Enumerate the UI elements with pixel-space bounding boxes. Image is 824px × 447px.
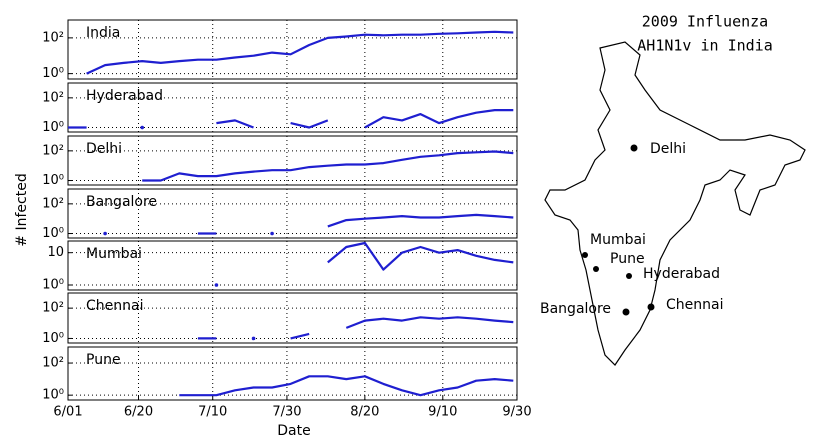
- y-axis-label: # Infected: [14, 173, 30, 246]
- series-line: [327, 241, 514, 271]
- series-line: [197, 213, 514, 235]
- series-line: [68, 109, 514, 129]
- y-tick-label: 10⁰: [42, 388, 64, 403]
- x-tick-label: 7/30: [272, 405, 301, 420]
- panel-title: India: [86, 25, 120, 41]
- panel-frame: [67, 19, 518, 80]
- x-tick-label: 7/10: [198, 405, 227, 420]
- y-tick-label: 10²: [42, 143, 64, 158]
- india-outline: [544, 41, 806, 366]
- city-dot: [582, 252, 588, 258]
- city-label: Hyderabad: [643, 266, 720, 282]
- series-line: [197, 316, 514, 340]
- y-tick-label: 10²: [42, 30, 64, 45]
- city-dot: [630, 144, 638, 152]
- y-tick-label: 10⁰: [42, 120, 64, 135]
- city-dot: [647, 303, 655, 311]
- map-title: AH1N1v in India: [637, 37, 772, 55]
- x-tick-label: 9/10: [428, 405, 457, 420]
- panel-title: Mumbai: [86, 246, 142, 262]
- y-tick-label: 10: [47, 245, 64, 260]
- city-label: Chennai: [666, 297, 723, 313]
- series-point: [140, 125, 145, 130]
- series-point: [214, 283, 219, 287]
- y-tick-label: 10²: [42, 301, 64, 316]
- series-point: [251, 336, 256, 341]
- y-tick-label: 10⁰: [42, 226, 64, 241]
- y-tick-label: 10²: [42, 196, 64, 211]
- city-label: Bangalore: [540, 301, 611, 317]
- panel-title: Pune: [86, 352, 121, 368]
- panel-title: Delhi: [86, 141, 122, 157]
- panel-title: Hyderabad: [86, 88, 163, 104]
- y-tick-label: 10⁰: [42, 277, 64, 292]
- series-point: [103, 231, 107, 236]
- series-line: [179, 375, 514, 397]
- series-line: [142, 150, 514, 182]
- city-dot: [593, 266, 599, 272]
- x-tick-label: 6/20: [124, 405, 153, 420]
- x-axis-label: Date: [277, 423, 310, 439]
- city-label: Pune: [610, 251, 645, 267]
- series-line: [86, 30, 514, 75]
- x-tick-label: 6/01: [53, 405, 82, 420]
- y-tick-label: 10⁰: [42, 173, 64, 188]
- city-dot: [626, 273, 632, 279]
- panel-title: Bangalore: [86, 194, 157, 210]
- x-tick-label: 9/30: [502, 405, 531, 420]
- panel-title: Chennai: [86, 298, 143, 314]
- x-tick-label: 8/20: [350, 405, 379, 420]
- city-label: Delhi: [650, 141, 686, 157]
- panel-frame: [67, 346, 518, 401]
- map-title: 2009 Influenza: [642, 13, 768, 31]
- y-tick-label: 10²: [42, 356, 64, 371]
- y-tick-label: 10⁰: [42, 66, 64, 81]
- city-dot: [622, 308, 630, 316]
- city-label: Mumbai: [590, 232, 646, 248]
- y-tick-label: 10⁰: [42, 331, 64, 346]
- series-point: [270, 231, 274, 236]
- y-tick-label: 10²: [42, 90, 64, 105]
- panel-frame: [67, 135, 518, 186]
